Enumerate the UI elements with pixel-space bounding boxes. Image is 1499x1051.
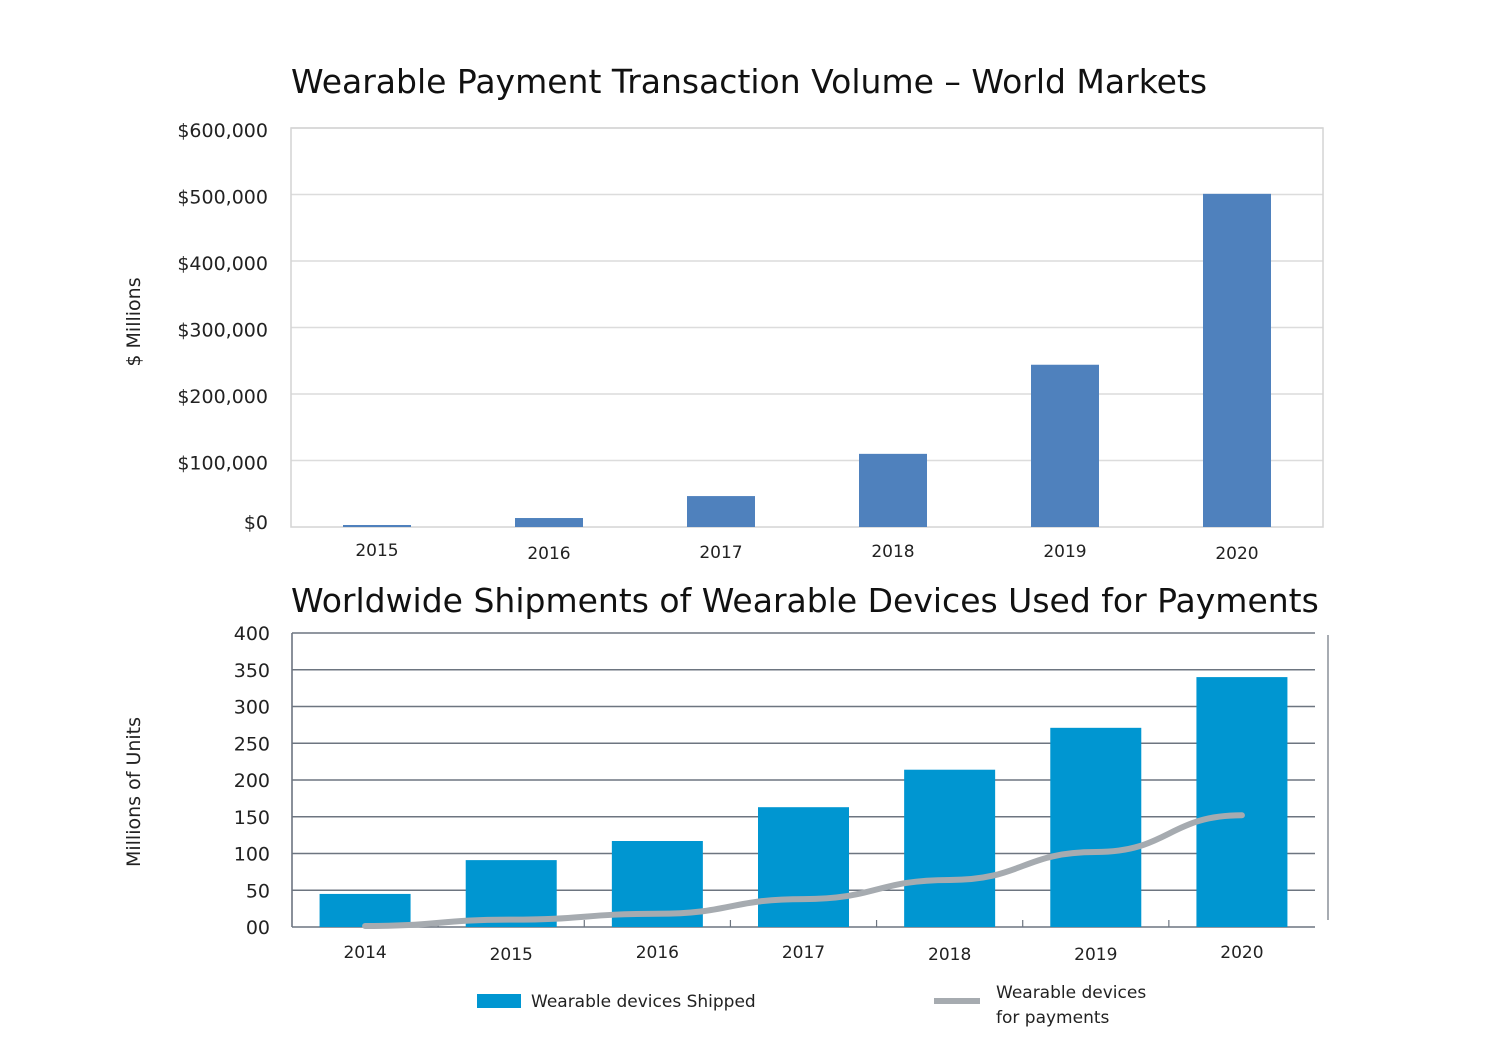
transaction-volume-chart: Wearable Payment Transaction Volume – Wo… xyxy=(123,62,1324,564)
y-axis-label: Millions of Units xyxy=(123,717,145,867)
bar-2014 xyxy=(319,893,411,927)
y-tick-label: 150 xyxy=(234,807,270,829)
y-tick-label: $600,000 xyxy=(177,120,268,142)
chart-title: Wearable Payment Transaction Volume – Wo… xyxy=(291,62,1207,101)
x-tick-label: 2019 xyxy=(1043,542,1086,562)
bar-2016 xyxy=(515,518,583,527)
y-tick-label: 400 xyxy=(234,623,270,645)
plot-frame xyxy=(290,127,1324,528)
bar-2017 xyxy=(687,496,755,527)
x-tick-label: 2019 xyxy=(1074,945,1117,965)
bar-2018 xyxy=(904,769,996,927)
y-tick-label: 50 xyxy=(246,880,270,902)
y-tick-label: 00 xyxy=(246,917,270,939)
bar-2017 xyxy=(758,807,849,927)
legend-swatch-bars xyxy=(477,994,521,1008)
bar-2015 xyxy=(465,860,557,927)
chart-title: Worldwide Shipments of Wearable Devices … xyxy=(291,581,1319,620)
y-tick-label: 300 xyxy=(234,697,270,719)
legend-label-line: Wearable devices xyxy=(996,983,1146,1003)
x-tick-label: 2020 xyxy=(1215,544,1258,564)
x-tick-label: 2016 xyxy=(636,943,679,963)
y-tick-label: 350 xyxy=(234,660,270,682)
x-tick-label: 2014 xyxy=(343,943,386,963)
legend: Wearable devices Shipped Wearable device… xyxy=(477,983,1146,1028)
x-tick-label: 2015 xyxy=(355,541,398,561)
bar-2015 xyxy=(343,525,411,527)
bar-2018 xyxy=(859,453,927,527)
y-tick-label: $0 xyxy=(244,512,268,534)
y-tick-label: $400,000 xyxy=(177,253,268,275)
y-tick-label: 100 xyxy=(234,844,270,866)
bar-2020 xyxy=(1203,193,1271,527)
bar-2019 xyxy=(1031,364,1099,527)
y-tick-label: $100,000 xyxy=(177,453,268,475)
legend-label-bars: Wearable devices Shipped xyxy=(531,992,756,1012)
legend-label-line-2: for payments xyxy=(996,1008,1110,1028)
x-tick-label: 2017 xyxy=(699,543,742,563)
x-tick-label: 2017 xyxy=(782,943,825,963)
bar-2020 xyxy=(1196,677,1288,927)
x-tick-label: 2018 xyxy=(871,542,914,562)
bar-2019 xyxy=(1050,727,1142,927)
y-tick-label: $300,000 xyxy=(177,320,268,342)
y-tick-label: $200,000 xyxy=(177,386,268,408)
x-tick-label: 2015 xyxy=(490,945,533,965)
y-tick-label: $500,000 xyxy=(177,187,268,209)
x-tick-label: 2018 xyxy=(928,945,971,965)
shipments-chart: Worldwide Shipments of Wearable Devices … xyxy=(123,581,1329,965)
x-tick-label: 2016 xyxy=(527,544,570,564)
y-tick-label: 200 xyxy=(234,770,270,792)
y-tick-label: 250 xyxy=(234,733,270,755)
x-tick-label: 2020 xyxy=(1220,943,1263,963)
y-axis-label: $ Millions xyxy=(123,277,145,366)
